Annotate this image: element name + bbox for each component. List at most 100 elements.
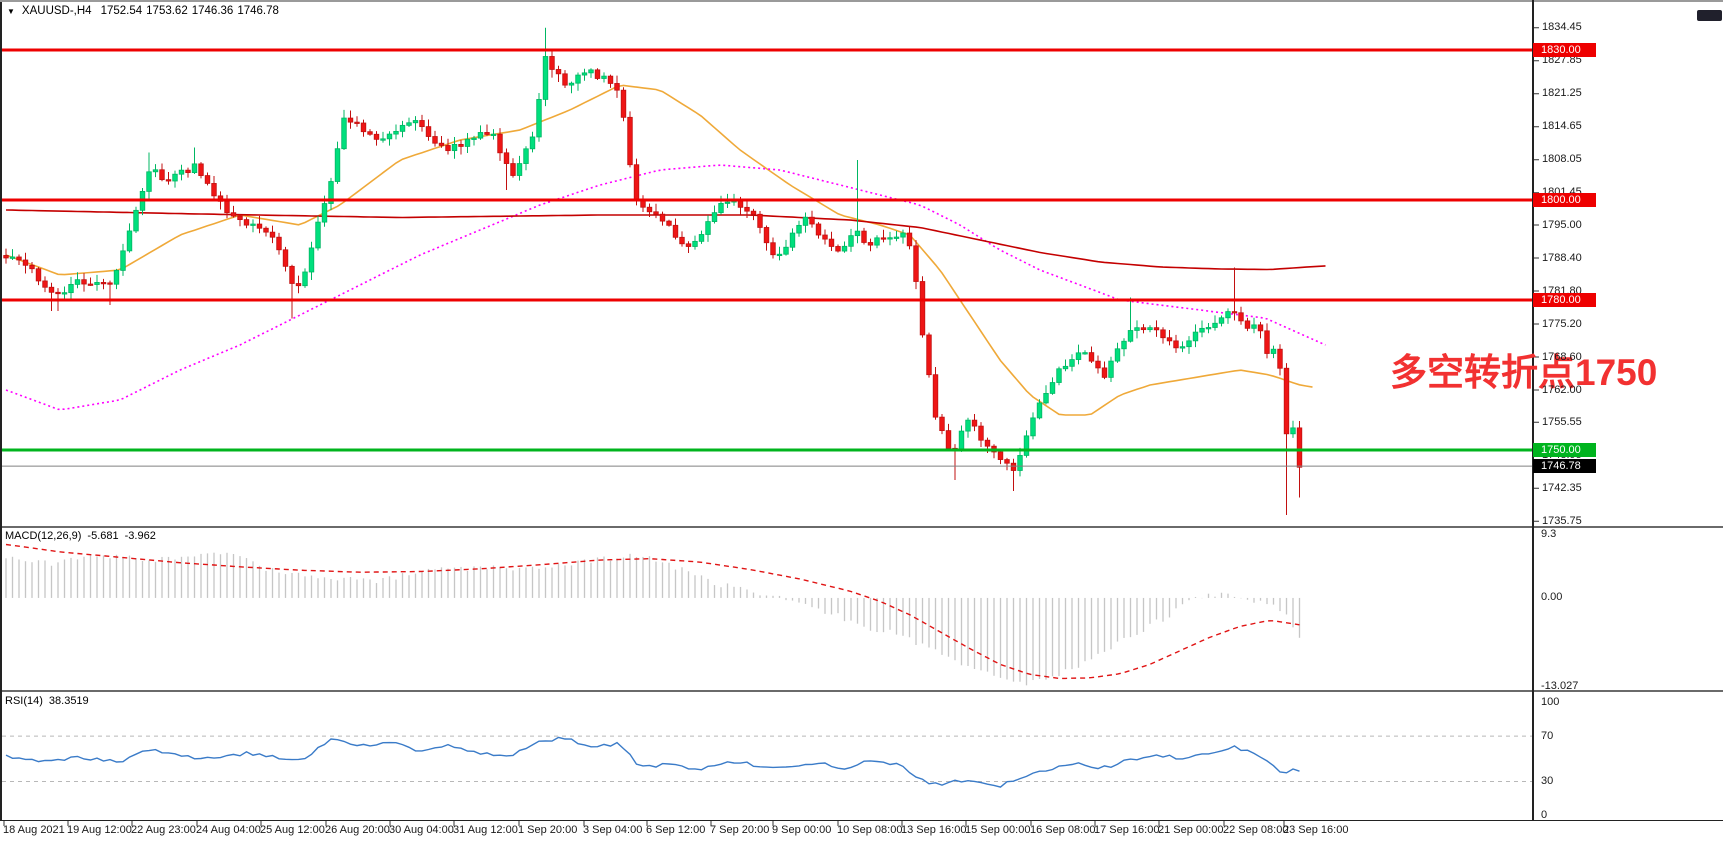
candlestick (393, 130, 399, 135)
candlestick (679, 236, 685, 245)
candlestick (763, 227, 770, 244)
candlestick (347, 117, 354, 123)
candlestick (919, 281, 926, 336)
time-axis-label: 21 Sep 00:00 (1158, 824, 1224, 836)
main-macd-separator[interactable] (0, 526, 1723, 528)
time-axis-label: 13 Sep 16:00 (901, 824, 967, 836)
candlestick (1114, 348, 1121, 362)
candlestick (1179, 346, 1186, 349)
time-axis-label: 10 Sep 08:00 (837, 824, 903, 836)
candlestick (1186, 340, 1192, 348)
candlestick (666, 220, 672, 226)
price-badge-1750.00: 1750.00 (1533, 443, 1596, 457)
candlestick (224, 200, 230, 214)
candlestick (614, 83, 620, 91)
candlestick (321, 203, 328, 223)
time-axis-label: 30 Aug 04:00 (389, 824, 454, 836)
candlestick (3, 255, 9, 259)
candlestick (1212, 322, 1218, 328)
candlestick (685, 243, 692, 247)
candlestick (1030, 417, 1036, 437)
candlestick (848, 235, 854, 247)
candlestick (458, 143, 464, 147)
candlestick (724, 201, 731, 204)
candlestick (211, 183, 217, 197)
macd-rsi-separator[interactable] (0, 690, 1723, 692)
candlestick (965, 419, 971, 432)
candlestick (386, 133, 393, 140)
candlestick (1121, 340, 1127, 350)
ohlc-close: 1746.78 (237, 5, 279, 17)
candlestick (796, 224, 802, 234)
candlestick (653, 211, 659, 215)
candlestick (120, 250, 126, 271)
candlestick (1075, 352, 1082, 360)
candlestick (718, 203, 724, 214)
chart-shift-marker[interactable] (1697, 10, 1722, 21)
candlestick (35, 268, 42, 282)
time-axis-label: 6 Sep 12:00 (646, 824, 706, 836)
candlestick (692, 240, 698, 247)
candlestick (146, 171, 152, 192)
price-axis-tick: 1768.60 (1542, 350, 1582, 363)
candlestick (776, 253, 783, 257)
candlestick (198, 163, 204, 176)
candlestick (445, 145, 451, 152)
time-axis[interactable]: 18 Aug 2021 19 Aug 12:00 22 Aug 23:00 24 Au… (0, 820, 1723, 843)
ohlc-low: 1746.36 (191, 5, 234, 17)
time-axis-label: 16 Sep 08:00 (1030, 824, 1096, 836)
candlestick (471, 137, 477, 140)
candlestick (581, 72, 588, 76)
price-axis-tick: 1814.65 (1542, 120, 1582, 133)
candlestick (68, 283, 74, 294)
candlestick (191, 163, 198, 174)
price-axis-tick: 1834.45 (1542, 21, 1582, 34)
candlestick (464, 138, 471, 147)
candlestick (159, 169, 165, 181)
price-badge-1746.78: 1746.78 (1533, 459, 1596, 474)
candlestick (1218, 317, 1225, 324)
candlestick (315, 221, 321, 249)
macd-main-value: -5.681 (87, 530, 119, 542)
candlestick (412, 120, 419, 124)
candlestick (939, 416, 945, 432)
annotation-text[interactable]: 多空转折点1750 (1390, 352, 1658, 393)
candlestick (861, 230, 867, 243)
price-axis-tick: 1821.25 (1542, 87, 1582, 100)
candlestick (42, 280, 48, 288)
candlestick (308, 247, 315, 273)
candlestick (1231, 311, 1238, 314)
candlestick (16, 256, 22, 261)
candlestick (367, 131, 373, 135)
candlestick (282, 249, 289, 267)
candlestick (484, 132, 490, 135)
rsi-name: RSI(14) (5, 695, 43, 707)
time-axis-label: 9 Sep 00:00 (772, 824, 832, 836)
candlestick (672, 224, 679, 238)
candlestick (529, 136, 536, 150)
candlestick (1095, 360, 1101, 369)
time-axis-label: 31 Aug 12:00 (453, 824, 518, 836)
window-left-border (0, 2, 2, 820)
candlestick (815, 223, 822, 236)
price-axis-tick: 1762.00 (1542, 383, 1582, 396)
candlestick (705, 221, 711, 235)
candlestick (1127, 330, 1134, 342)
candlestick (1153, 327, 1160, 331)
candlestick (971, 419, 978, 427)
ma-fast-orange (5, 84, 1313, 416)
candlestick (633, 164, 640, 201)
candlestick (360, 122, 367, 133)
price-axis[interactable]: 1834.451827.851821.251814.651808.051801.… (1532, 0, 1723, 820)
chevron-down-icon[interactable]: ▼ (7, 6, 15, 16)
candlestick (100, 282, 107, 285)
candlestick (549, 56, 555, 70)
candlestick (1290, 427, 1296, 435)
macd-indicator-label: MACD(12,26,9) -5.681 -3.962 (5, 530, 156, 542)
candlestick (893, 236, 900, 239)
candlestick (1205, 327, 1212, 330)
rsi-line (5, 736, 1300, 788)
symbol-ohlc-bar: ▼ XAUUSD-,H4 1752.54 1753.62 1746.36 174… (7, 5, 279, 17)
